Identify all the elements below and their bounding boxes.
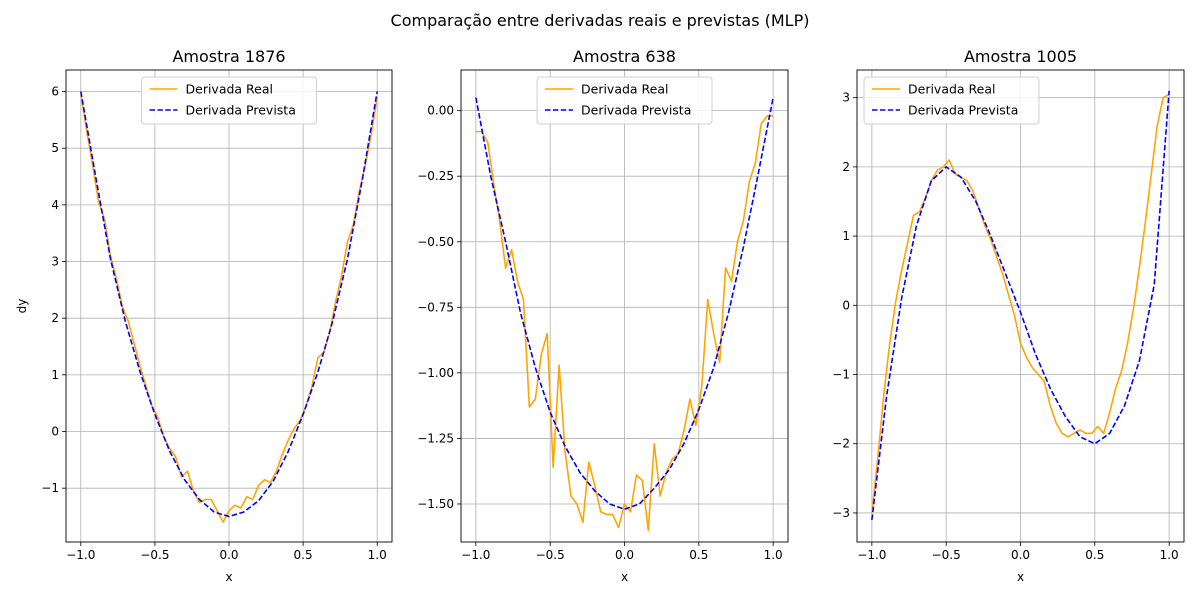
y-tick-label: 4	[51, 198, 59, 212]
x-tick-label: −1.0	[857, 548, 886, 562]
figure-suptitle: Comparação entre derivadas reais e previ…	[391, 11, 810, 30]
y-tick-label: −1	[41, 481, 59, 495]
legend-label: Derivada Real	[581, 82, 669, 97]
y-tick-label: 1	[51, 368, 59, 382]
x-tick-label: −1.0	[461, 548, 490, 562]
subplot-2: Amostra 638 −1.0 −0.5 0.0 0.5 1.0 −1.50 −1.25 −1…	[417, 47, 789, 584]
y-tick-label: 5	[51, 141, 59, 155]
y-tick-label: 0.00	[427, 104, 454, 118]
y-tick-label: 2	[842, 160, 850, 174]
x-tick-label: 0.0	[615, 548, 634, 562]
x-tick-label: 0.0	[1011, 548, 1030, 562]
y-tick-label: 6	[51, 85, 59, 99]
x-tick-label: 0.5	[1085, 548, 1104, 562]
subplot-3: Amostra 1005 −1.0 −0.5 0.0 0.5 1.0 −3 −2 −1 0 1 2 3 x…	[832, 47, 1185, 584]
legend-box	[536, 76, 713, 125]
legend-box	[863, 76, 1040, 125]
x-tick-label: 1.0	[764, 548, 783, 562]
x-tick-label: 0.0	[219, 548, 238, 562]
x-axis-label: x	[621, 570, 628, 584]
subplot-title: Amostra 1005	[964, 47, 1077, 66]
legend-label: Derivada Prevista	[186, 103, 296, 118]
series-line-predicted	[871, 90, 1170, 520]
legend-label: Derivada Real	[908, 82, 996, 97]
y-tick-label: 3	[51, 255, 59, 269]
y-tick-label: −1	[832, 368, 850, 382]
y-tick-label: −0.25	[417, 169, 454, 183]
subplots: Amostra 1876 −1.0 −0.5 0.0 0.5 1.0 −1 0 1 2 3 4 5 6 x d…	[15, 47, 1185, 584]
x-tick-label: 0.5	[294, 548, 313, 562]
y-tick-label: −1.00	[417, 366, 454, 380]
legend: Derivada Real Derivada Prevista	[141, 76, 317, 125]
subplot-title: Amostra 638	[573, 47, 676, 66]
x-tick-label: −0.5	[140, 548, 169, 562]
y-tick-label: −0.50	[417, 235, 454, 249]
y-tick-label: −1.50	[417, 497, 454, 511]
legend-box	[141, 76, 317, 125]
y-tick-label: −1.25	[417, 431, 454, 445]
series-line-predicted	[475, 97, 774, 511]
y-tick-label: 1	[842, 229, 850, 243]
y-tick-label: 2	[51, 311, 59, 325]
y-tick-label: 0	[51, 425, 59, 439]
x-axis-label: x	[1017, 570, 1024, 584]
y-tick-label: 3	[842, 91, 850, 105]
legend-label: Derivada Prevista	[908, 103, 1018, 118]
series-line-predicted	[80, 91, 378, 518]
series-line-real	[871, 93, 1170, 514]
y-tick-label: −3	[832, 506, 850, 520]
x-tick-label: −0.5	[932, 548, 961, 562]
subplot-title: Amostra 1876	[172, 47, 285, 66]
legend: Derivada Real Derivada Prevista	[863, 76, 1040, 125]
legend-label: Derivada Prevista	[581, 103, 691, 118]
y-tick-label: −0.75	[417, 300, 454, 314]
x-tick-label: −0.5	[536, 548, 565, 562]
y-axis-label: dy	[15, 299, 29, 314]
y-tick-label: 0	[842, 298, 850, 312]
legend: Derivada Real Derivada Prevista	[536, 76, 713, 125]
series-line-real	[475, 115, 774, 532]
x-axis-label: x	[225, 570, 232, 584]
x-tick-label: 0.5	[689, 548, 708, 562]
subplot-1: Amostra 1876 −1.0 −0.5 0.0 0.5 1.0 −1 0 1 2 3 4 5 6 x d…	[15, 47, 393, 584]
x-tick-label: −1.0	[66, 548, 95, 562]
y-tick-label: −2	[832, 437, 850, 451]
x-tick-label: 1.0	[1160, 548, 1179, 562]
legend-label: Derivada Real	[186, 82, 274, 97]
x-tick-label: 1.0	[368, 548, 387, 562]
